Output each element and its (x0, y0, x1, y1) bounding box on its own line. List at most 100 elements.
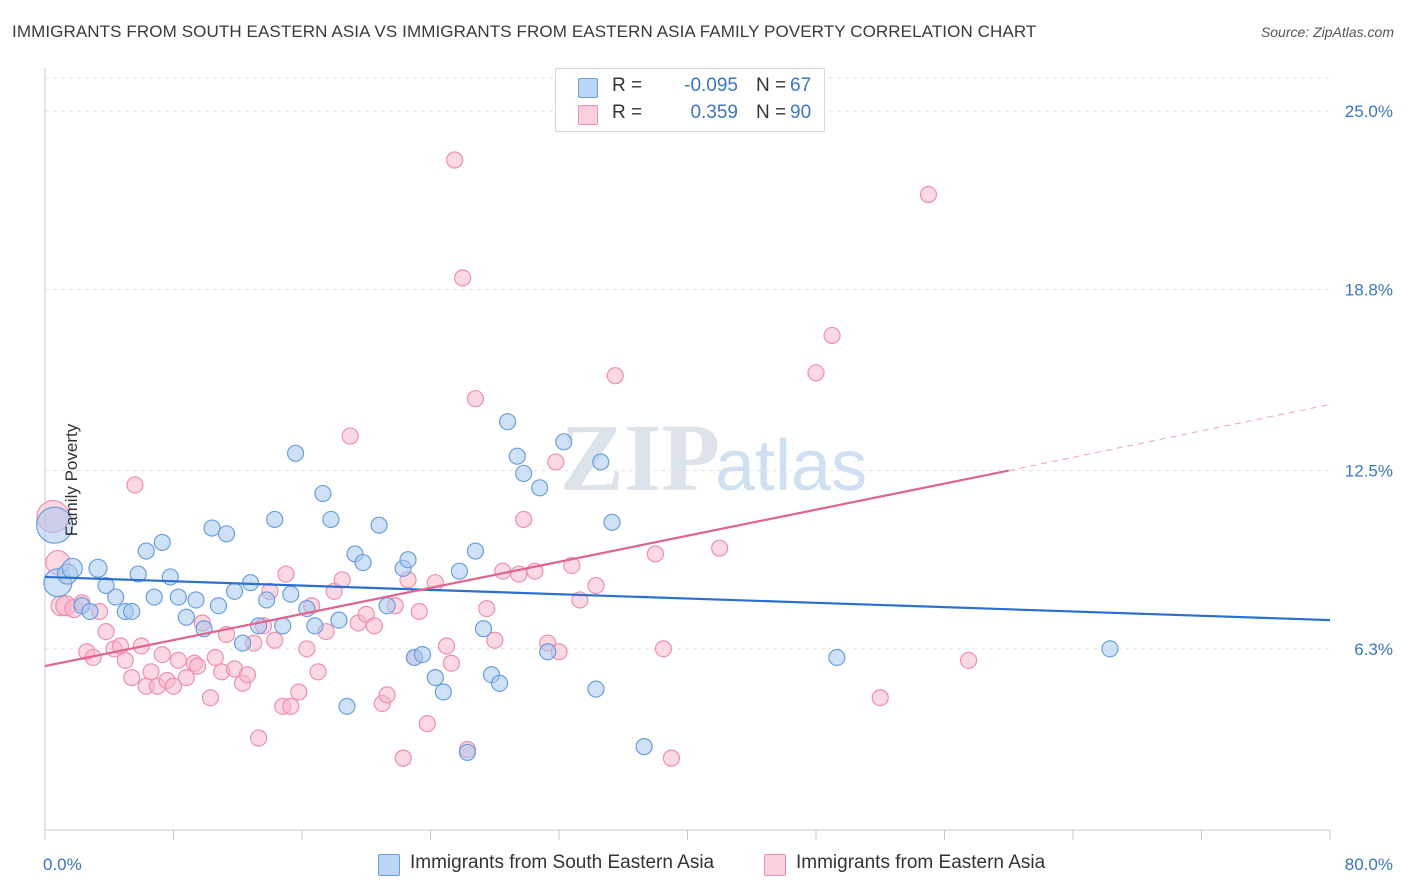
eastern-asia-point (238, 666, 256, 684)
eastern-asia-point (410, 602, 428, 621)
south-eastern-asia-point (145, 588, 163, 606)
eastern-asia-point (807, 364, 825, 382)
south-eastern-asia-point (322, 510, 340, 529)
south-eastern-asia-point (225, 582, 244, 600)
south-eastern-asia-point (137, 542, 155, 560)
south-eastern-asia-point (587, 680, 605, 698)
south-eastern-asia-point (266, 510, 284, 529)
legend-r-value-blue: -0.095 (684, 75, 738, 96)
south-eastern-asia-point (426, 668, 444, 687)
eastern-asia-point (871, 689, 889, 707)
south-eastern-asia-point (508, 447, 526, 465)
eastern-asia-point (153, 645, 171, 664)
watermark: ZIP atlas (560, 404, 867, 511)
legend-n-label: N = (756, 102, 787, 123)
south-eastern-asia-point (153, 533, 171, 552)
eastern-asia-point (654, 640, 673, 658)
y-tick-label: 25.0% (1345, 102, 1393, 121)
tick-labels: 6.3% 12.5% 18.8% 25.0% 0.0% 80.0% (43, 102, 1393, 874)
chart-title: IMMIGRANTS FROM SOUTH EASTERN ASIA VS IM… (12, 22, 1037, 41)
south-eastern-asia-point (378, 597, 396, 615)
legend-n-label: N = (756, 75, 787, 96)
eastern-asia-point (164, 677, 183, 695)
grid-lines (45, 77, 1330, 650)
y-tick-label: 18.8% (1345, 280, 1393, 299)
south-eastern-asia-point (258, 591, 276, 609)
y-tick-label: 12.5% (1345, 462, 1393, 481)
watermark-atlas: atlas (715, 426, 867, 506)
south-eastern-asia-point (250, 617, 268, 635)
legend-r-label: R = (612, 102, 643, 123)
south-eastern-asia-point (458, 743, 477, 761)
eastern-asia-point (341, 427, 359, 445)
south-eastern-asia-point (81, 602, 99, 621)
bottom-legend-swatch-blue (378, 854, 400, 876)
trend-lines (44, 403, 1331, 668)
south-eastern-asia-point (123, 602, 141, 621)
correlation-legend: R = -0.095 N = 67 R = 0.359 N = 90 (555, 68, 825, 132)
south-eastern-asia-point (61, 557, 83, 579)
eastern-asia-point (365, 617, 383, 635)
x-tick-label: 80.0% (1345, 855, 1393, 874)
bottom-legend-label-pink: Immigrants from Eastern Asia (796, 852, 1046, 873)
eastern-asia-point (442, 654, 460, 672)
south-eastern-asia-point (490, 674, 509, 692)
south-eastern-asia-point (161, 568, 179, 586)
eastern-asia-point (547, 453, 565, 471)
eastern-asia-point (959, 651, 978, 669)
south-eastern-asia-point (209, 597, 228, 615)
south-eastern-asia-point (88, 558, 108, 578)
eastern-asia-point (126, 476, 144, 494)
eastern-asia-point (206, 648, 224, 667)
south-eastern-asia-point (828, 648, 846, 667)
south-eastern-asia-point (413, 645, 432, 664)
eastern-asia-point (201, 689, 220, 707)
trend-line-blue (44, 575, 1331, 622)
eastern-asia-point (250, 729, 268, 747)
south-eastern-asia-point (434, 683, 452, 701)
south-eastern-asia-point (555, 433, 573, 451)
south-eastern-asia-point (129, 565, 147, 583)
legend-swatch-pink (578, 105, 598, 125)
legend-r-label: R = (612, 75, 643, 96)
eastern-asia-point (282, 697, 300, 715)
eastern-asia-point (646, 545, 664, 563)
eastern-asia-point (177, 668, 195, 687)
south-eastern-asia-point (217, 525, 236, 543)
eastern-asia-point (169, 651, 187, 669)
y-axis-label: Family Poverty (62, 423, 82, 537)
eastern-asia-point (97, 622, 115, 641)
south-eastern-asia-point (107, 588, 125, 606)
south-eastern-asia-point (466, 542, 485, 560)
south-eastern-asia-point (97, 576, 115, 595)
eastern-asia-point (290, 683, 308, 701)
south-eastern-asia-point (36, 506, 74, 544)
eastern-asia-point (142, 663, 160, 681)
eastern-asia-point (437, 637, 456, 655)
legend-swatch-blue (578, 78, 598, 98)
eastern-asia-point (515, 510, 533, 529)
eastern-asia-point (333, 571, 351, 589)
south-eastern-asia-point (450, 562, 469, 580)
south-eastern-asia-point (354, 553, 372, 572)
south-eastern-asia-point (531, 479, 549, 497)
eastern-asia-point (823, 326, 841, 345)
south-eastern-asia-point (515, 464, 533, 483)
x-tick-label: 0.0% (43, 855, 82, 874)
bottom-legend-swatch-pink (764, 854, 786, 876)
south-eastern-asia-point (330, 611, 348, 629)
eastern-asia-point (711, 539, 729, 557)
legend-r-value-pink: 0.359 (690, 102, 738, 123)
trend-line-pink-extension (1008, 403, 1331, 472)
south-eastern-asia-point (635, 738, 653, 756)
south-eastern-asia-point (399, 551, 417, 569)
eastern-asia-point (309, 663, 327, 681)
south-eastern-asia-point (1101, 640, 1119, 658)
y-tick-label: 6.3% (1354, 640, 1393, 659)
eastern-asia-point (298, 640, 316, 658)
south-eastern-asia-point (233, 634, 252, 652)
south-eastern-asia-point (474, 620, 493, 638)
south-eastern-asia-point (306, 617, 324, 635)
south-eastern-asia-point (274, 617, 292, 635)
south-eastern-asia-point (286, 444, 305, 462)
